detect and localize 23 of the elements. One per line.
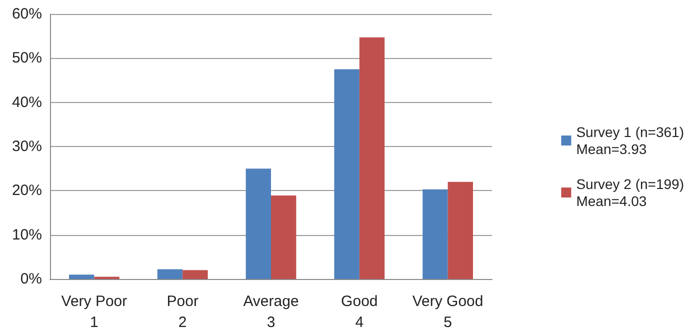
bar: [448, 182, 473, 279]
x-tick-label: Very Poor 1: [61, 293, 128, 331]
y-tick-label: 30%: [12, 138, 42, 155]
bar: [334, 69, 360, 279]
bar: [271, 196, 296, 279]
y-tick-label: 10%: [12, 226, 42, 244]
legend-label: Survey 2 (n=199) Mean=4.03: [576, 176, 684, 209]
legend-label: Survey 1 (n=361) Mean=3.93: [576, 124, 684, 157]
bar: [246, 168, 271, 279]
y-tick-label: 0%: [20, 270, 42, 288]
y-tick-label: 20%: [12, 182, 42, 200]
y-tick-label: 40%: [12, 94, 42, 111]
y-tick-label: 60%: [12, 6, 42, 22]
y-tick-label: 50%: [12, 50, 42, 67]
x-tick-label: Very Good 5: [412, 293, 484, 331]
x-tick-label: Poor 2: [166, 293, 198, 331]
bar: [157, 269, 183, 279]
bar: [422, 189, 448, 279]
x-tick-label: Good 4: [341, 293, 378, 331]
bar: [182, 270, 208, 279]
bar: [359, 37, 385, 279]
x-tick-label: Average 3: [243, 293, 299, 331]
bar: [69, 274, 94, 279]
